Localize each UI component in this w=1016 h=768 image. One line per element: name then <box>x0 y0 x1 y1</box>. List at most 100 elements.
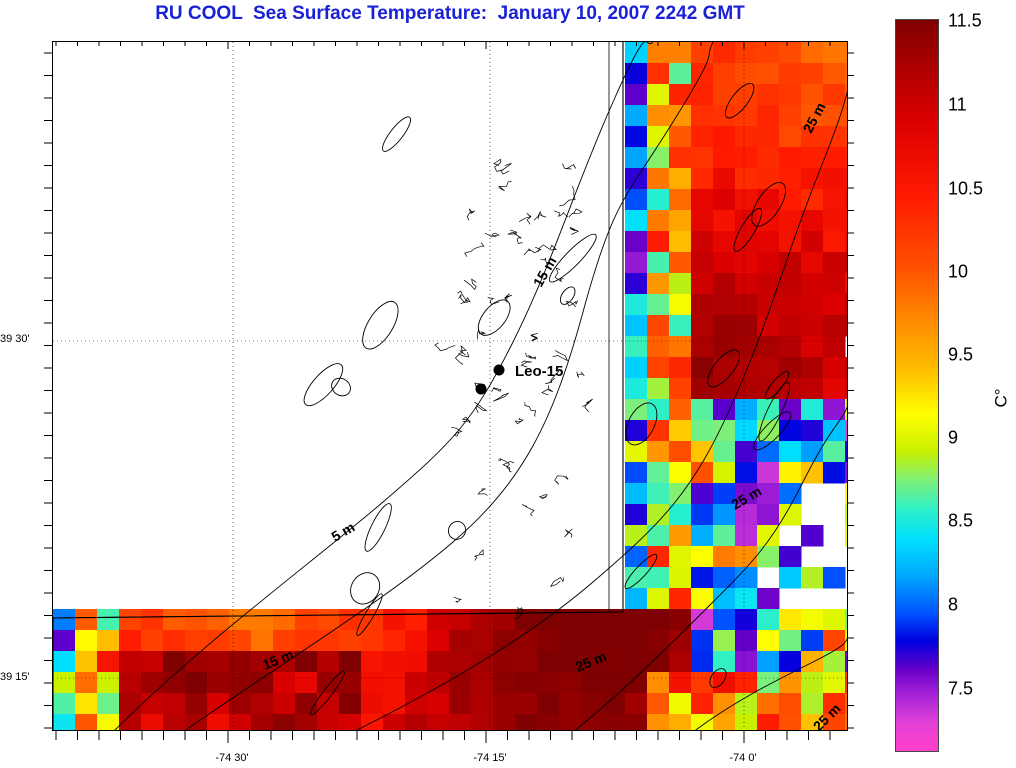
sst-cell <box>427 651 450 673</box>
sst-cell <box>823 189 846 211</box>
sst-cell <box>779 105 802 127</box>
sst-cell <box>603 609 626 631</box>
sst-cell <box>361 630 384 652</box>
sst-cell <box>691 84 714 106</box>
sst-cell <box>449 630 472 652</box>
marsh-outline <box>564 528 573 538</box>
sst-cell <box>691 693 714 715</box>
sst-map[interactable]: 5 m 15 m 15 m 25 m 25 m 25 m 25 m Leo-15 <box>52 41 848 731</box>
sst-cell <box>779 294 802 316</box>
sst-cell <box>207 672 230 694</box>
sst-cell <box>449 672 472 694</box>
sst-cell <box>713 651 736 673</box>
sst-cell <box>669 567 692 589</box>
sst-cell <box>405 672 428 694</box>
marsh-outline <box>507 229 518 235</box>
sst-cell <box>185 609 208 631</box>
sst-cell <box>625 525 648 547</box>
marsh-outline <box>565 300 579 308</box>
sst-cell <box>823 294 846 316</box>
sst-cell <box>801 231 824 253</box>
sst-cell <box>801 210 824 232</box>
sst-cell <box>295 651 318 673</box>
sst-cell <box>691 378 714 400</box>
sst-cell <box>625 693 648 715</box>
sst-cell <box>779 714 802 730</box>
marsh-outline <box>514 417 524 425</box>
sst-cell <box>757 147 780 169</box>
sst-cell <box>493 714 516 730</box>
sst-cell <box>823 84 846 106</box>
sst-cell <box>823 357 846 379</box>
colorbar-tick: 8.5 <box>948 510 974 531</box>
sst-cell <box>97 672 120 694</box>
sst-cell <box>713 147 736 169</box>
sst-cell <box>229 672 252 694</box>
marsh-outline <box>554 267 564 283</box>
sst-cell <box>823 147 846 169</box>
sst-cell <box>779 462 802 484</box>
depth-contour-ring <box>362 300 399 350</box>
marsh-outline <box>504 293 513 304</box>
sst-cell <box>405 630 428 652</box>
sst-cell <box>185 672 208 694</box>
depth-contour-ring <box>625 402 658 446</box>
sst-cell <box>625 630 648 652</box>
sst-cell <box>207 609 230 631</box>
sst-cell <box>515 714 538 730</box>
sst-cell <box>581 651 604 673</box>
sst-cell <box>801 105 824 127</box>
sst-cell <box>229 714 252 730</box>
sst-cell <box>713 42 736 64</box>
sst-cell <box>691 567 714 589</box>
sst-cell <box>647 147 670 169</box>
sst-cell <box>713 315 736 337</box>
marsh-outline <box>545 370 560 385</box>
sst-cell <box>75 693 98 715</box>
sst-cell <box>625 420 648 442</box>
sst-cell <box>669 651 692 673</box>
marsh-outline <box>514 607 524 620</box>
sst-cell <box>779 504 802 526</box>
sst-cell <box>97 714 120 730</box>
sst-cell <box>801 336 824 358</box>
sst-cell <box>779 483 802 505</box>
sst-cell <box>251 672 274 694</box>
depth-contour-ring <box>724 82 755 119</box>
sst-cell <box>691 399 714 421</box>
sst-cell <box>845 609 847 631</box>
sst-cell <box>801 147 824 169</box>
sst-cell <box>801 294 824 316</box>
sst-cell <box>669 63 692 85</box>
sst-cell <box>735 126 758 148</box>
sst-cell <box>647 252 670 274</box>
sst-cell <box>801 63 824 85</box>
sst-cell <box>647 588 670 610</box>
sst-cell <box>735 588 758 610</box>
sst-cell <box>691 252 714 274</box>
colorbar <box>895 19 939 752</box>
station-marker[interactable] <box>493 364 505 376</box>
sst-cell <box>647 525 670 547</box>
sst-cell <box>779 126 802 148</box>
sst-cell <box>625 147 648 169</box>
sst-cell <box>801 189 824 211</box>
sst-cell <box>713 168 736 190</box>
sst-cell <box>317 651 340 673</box>
marsh-outline <box>466 208 476 221</box>
sst-cell <box>625 483 648 505</box>
sst-cell <box>273 630 296 652</box>
station-marker[interactable] <box>475 383 487 395</box>
sst-cell <box>713 672 736 694</box>
sst-cell <box>845 693 847 715</box>
sst-cell <box>845 420 847 442</box>
sst-cell <box>559 672 582 694</box>
marsh-outline <box>500 162 512 175</box>
sst-cell <box>713 399 736 421</box>
depth-contour-ring <box>624 553 658 589</box>
sst-cell <box>845 210 847 232</box>
sst-cell <box>647 231 670 253</box>
sst-cell <box>603 693 626 715</box>
sst-cell <box>647 546 670 568</box>
sst-cell <box>647 126 670 148</box>
